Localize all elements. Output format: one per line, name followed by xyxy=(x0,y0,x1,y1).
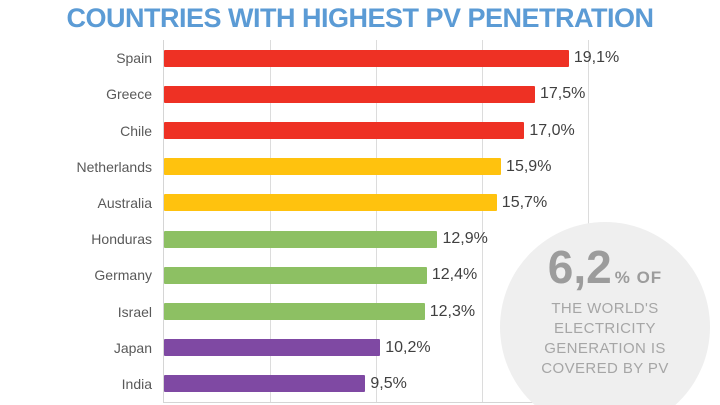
category-label: Spain xyxy=(116,50,152,67)
value-label: 19,1% xyxy=(573,49,620,67)
badge-number: 6,2 xyxy=(547,241,612,293)
bar-row: 15,9% xyxy=(164,149,624,185)
bar xyxy=(164,85,535,103)
value-label: 9,5% xyxy=(370,374,407,392)
bar xyxy=(164,158,502,176)
bar-row: 12,4% xyxy=(164,257,624,293)
chart-title: COUNTRIES WITH HIGHEST PV PENETRATION xyxy=(66,3,654,33)
bar-row: 10,2% xyxy=(164,330,624,366)
category-label: Israel xyxy=(117,303,152,320)
badge-text-line: THE WORLD'S xyxy=(551,299,659,317)
bar xyxy=(164,375,366,393)
value-label: 10,2% xyxy=(385,338,431,356)
bar xyxy=(164,303,425,321)
bar xyxy=(164,266,427,284)
badge-text-line: COVERED BY PV xyxy=(541,359,669,377)
value-label: 12,9% xyxy=(442,230,488,248)
gridline xyxy=(375,40,377,402)
bar-rows: 19,1% 17,5% 17,0% 15,9% 15,7% 12,9% 12,4% 12,3%… xyxy=(164,40,624,402)
category-label: Honduras xyxy=(91,231,152,248)
bar xyxy=(164,230,438,248)
category-label: Chile xyxy=(120,122,152,139)
category-label: Japan xyxy=(113,339,152,356)
bar xyxy=(164,49,569,67)
value-label: 15,9% xyxy=(506,157,552,175)
bar xyxy=(164,339,381,357)
category-label: Australia xyxy=(97,194,152,211)
bar-row: 17,5% xyxy=(164,76,624,112)
value-label: 17,0% xyxy=(529,121,575,139)
plot-area: 19,1% 17,5% 17,0% 15,9% 15,7% 12,9% 12,4% 12,3%… xyxy=(163,40,624,403)
bar xyxy=(164,122,525,139)
badge-text-line: GENERATION IS xyxy=(544,339,666,357)
bar-chart: Spain Greece Chile Netherlands Australia Hond… xyxy=(0,40,648,403)
gridline xyxy=(481,40,483,402)
badge-number-suffix: % OF xyxy=(614,268,663,287)
badge-text: THE WORLD'S ELECTRICITY GENERATION IS COVER… xyxy=(541,299,668,379)
stat-badge: 6,2 % OF THE WORLD'S ELECTRICITY GENERATIO… xyxy=(500,222,710,405)
bar-row: 12,3% xyxy=(164,293,624,329)
category-labels: Spain Greece Chile Netherlands Australia Hond… xyxy=(0,40,153,402)
category-label: India xyxy=(121,375,152,392)
bar-row: 17,0% xyxy=(164,112,624,148)
category-label: Netherlands xyxy=(76,158,153,175)
value-label: 15,7% xyxy=(501,193,548,211)
bar-row: 9,5% xyxy=(164,366,624,402)
value-label: 12,3% xyxy=(429,302,476,320)
category-label: Germany xyxy=(94,267,152,284)
bar-row: 12,9% xyxy=(164,221,624,257)
badge-text-line: ELECTRICITY xyxy=(554,319,656,337)
bar xyxy=(164,194,497,212)
gridline xyxy=(269,40,271,402)
bar-row: 19,1% xyxy=(164,40,624,76)
category-label: Greece xyxy=(106,86,152,103)
value-label: 12,4% xyxy=(431,266,478,284)
bar-row: 15,7% xyxy=(164,185,624,221)
gridline xyxy=(587,40,589,402)
badge-number-row: 6,2 % OF xyxy=(548,242,662,293)
value-label: 17,5% xyxy=(539,85,586,103)
